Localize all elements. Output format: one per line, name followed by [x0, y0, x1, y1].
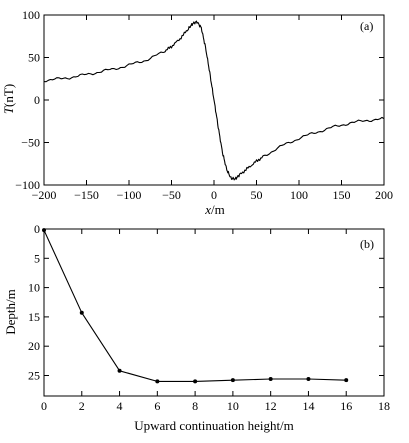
y-tick-label: 15: [28, 310, 40, 324]
y-tick-label: −50: [21, 136, 40, 150]
x-axis-var-a: x: [204, 202, 211, 217]
y-tick-label: 100: [22, 8, 40, 22]
panel-label-b: (b): [360, 237, 374, 251]
x-tick-label: 10: [227, 399, 239, 413]
x-axis-label-b: Upward continuation height/m: [134, 418, 294, 433]
x-tick-label: 0: [41, 399, 47, 413]
y-tick-label: 50: [28, 51, 40, 65]
y-tick-label: 0: [34, 222, 40, 236]
ticks-a: −200 −150 −100 −50 0 50 100 150 200 −100 −50 0 50 100: [15, 8, 393, 202]
series-line-a: [43, 20, 385, 181]
x-tick-label: 14: [302, 399, 314, 413]
y-axis-var-a: T: [1, 106, 16, 114]
x-tick-label: −100: [117, 188, 142, 202]
y-tick-label: −100: [15, 178, 40, 192]
x-tick-label: 0: [211, 188, 217, 202]
data-point: [344, 378, 349, 383]
y-tick-label: 5: [34, 251, 40, 265]
y-axis-label-b: Depth/m: [3, 289, 18, 335]
data-point: [306, 377, 311, 382]
y-axis-unit-a: (nT): [1, 84, 16, 107]
x-tick-label: 16: [340, 399, 352, 413]
x-tick-label: 150: [333, 188, 351, 202]
plot-frame-b: [43, 228, 385, 397]
chart-panel-a: −200 −150 −100 −50 0 50 100 150 200 −100 −50 0 50 100…: [1, 8, 393, 217]
x-tick-label: 50: [251, 188, 263, 202]
y-axis-label-a: T(nT): [1, 84, 16, 114]
series-line: [43, 229, 347, 382]
data-point: [42, 228, 46, 233]
x-tick-label: 12: [265, 399, 277, 413]
x-axis-label-a: x/m: [204, 202, 225, 217]
x-tick-label: 100: [290, 188, 308, 202]
x-tick-label: −200: [32, 188, 57, 202]
x-axis-unit-a: /m: [211, 202, 225, 217]
y-tick-label: 0: [34, 93, 40, 107]
y-tick-label: 10: [28, 281, 40, 295]
y-tick-label: 20: [28, 339, 40, 353]
data-point: [79, 310, 84, 315]
x-tick-label: 6: [154, 399, 160, 413]
data-point: [117, 368, 122, 373]
x-tick-label: −150: [74, 188, 99, 202]
ticks-b: 0 2 4 6 8 10 12 14 16 18 0 5 10 15 20 25: [28, 222, 390, 413]
x-tick-label: 2: [79, 399, 85, 413]
series-line: [43, 20, 385, 181]
y-tick-label: 25: [28, 368, 40, 382]
x-tick-label: 18: [378, 399, 390, 413]
x-tick-label: −50: [162, 188, 181, 202]
data-point: [268, 377, 273, 382]
data-point: [230, 378, 235, 383]
data-point: [193, 379, 198, 384]
chart-panel-b: 0 2 4 6 8 10 12 14 16 18 0 5 10 15 20 25 (b) Upward con…: [3, 222, 390, 433]
x-tick-label: 200: [375, 188, 393, 202]
x-tick-label: 4: [117, 399, 123, 413]
x-tick-label: 8: [192, 399, 198, 413]
series-points-b: [42, 228, 349, 384]
data-point: [155, 379, 160, 384]
panel-label-a: (a): [360, 19, 373, 33]
series-line-b: [43, 229, 347, 382]
